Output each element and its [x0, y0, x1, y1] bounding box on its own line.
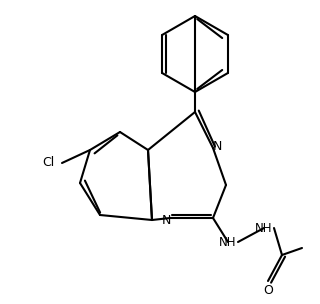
Text: Cl: Cl [42, 157, 54, 170]
Text: O: O [263, 285, 273, 298]
Text: NH: NH [219, 237, 237, 250]
Text: N: N [212, 140, 222, 154]
Text: N: N [161, 213, 171, 226]
Text: NH: NH [255, 223, 273, 236]
